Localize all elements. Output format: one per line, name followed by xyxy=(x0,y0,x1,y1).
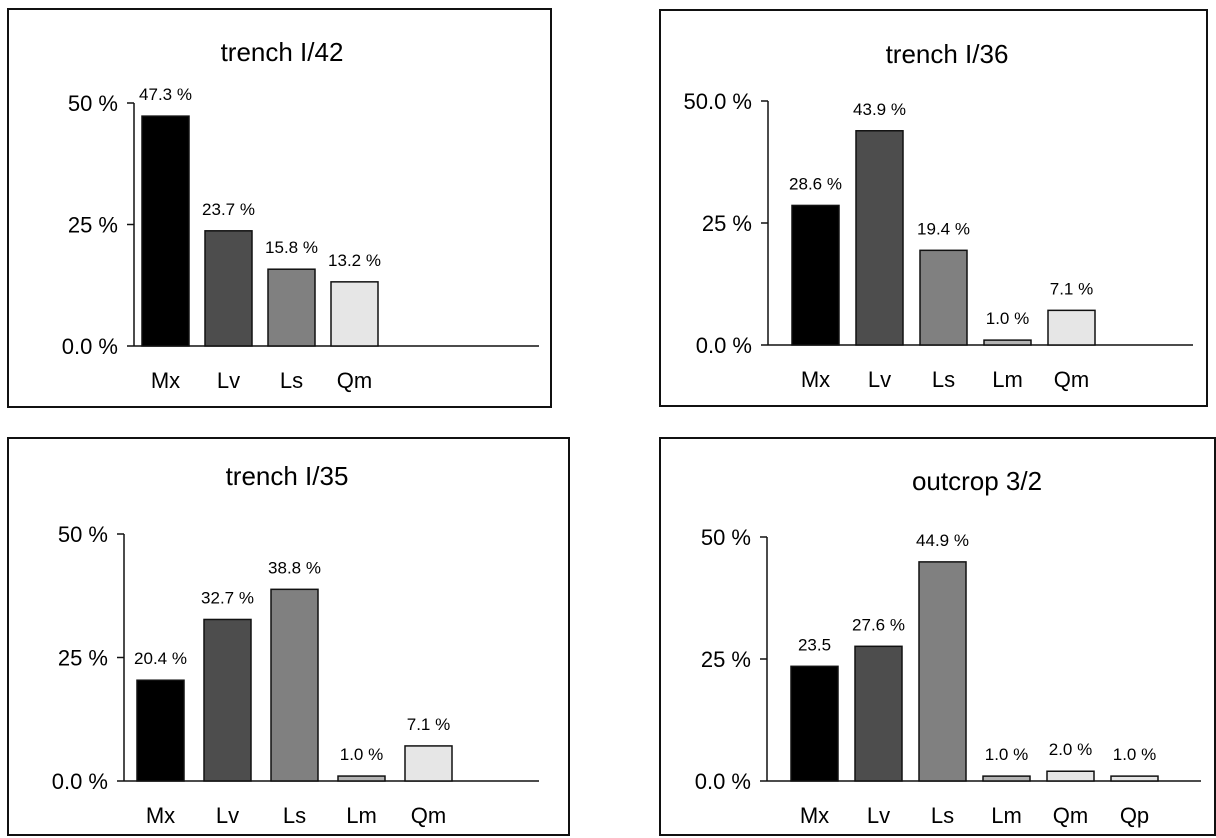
data-label: 32.7 % xyxy=(201,588,254,607)
x-category-label: Qp xyxy=(1120,803,1149,828)
bar xyxy=(330,281,379,347)
x-category-label: Ls xyxy=(280,368,303,393)
bar xyxy=(267,268,316,347)
x-category-label: Lm xyxy=(991,803,1022,828)
data-label: 44.9 % xyxy=(916,531,969,550)
bar-chart-trench-i42: trench I/42 0.0 % 25 % 50 % 47.3 % Mx 23.7 % L… xyxy=(62,37,539,393)
data-label: 1.0 % xyxy=(340,745,383,764)
bar xyxy=(983,339,1032,346)
x-category-label: Ls xyxy=(932,367,955,392)
bar xyxy=(204,230,253,347)
y-tick-label: 50 % xyxy=(701,525,751,550)
chart-panel-trench-i35: trench I/35 0.0 % 25 % 50 % 20.4 % Mx 32.7 % L… xyxy=(7,437,570,836)
bar xyxy=(404,745,453,782)
y-tick-label: 25 % xyxy=(702,211,752,236)
x-category-label: Lv xyxy=(868,367,891,392)
y-tick-label: 0.0 % xyxy=(52,769,108,794)
bar xyxy=(854,645,903,782)
y-tick-label: 50 % xyxy=(68,91,118,116)
bar xyxy=(791,204,840,346)
bar xyxy=(855,130,904,346)
y-tick-label: 0.0 % xyxy=(695,769,751,794)
x-category-label: Mx xyxy=(151,368,180,393)
data-label: 19.4 % xyxy=(917,219,970,238)
data-label: 23.7 % xyxy=(202,200,255,219)
y-tick-label: 25 % xyxy=(68,213,118,238)
bar-chart-trench-i35: trench I/35 0.0 % 25 % 50 % 20.4 % Mx 32.7 % L… xyxy=(52,461,539,828)
x-category-label: Ls xyxy=(931,803,954,828)
data-label: 28.6 % xyxy=(789,174,842,193)
x-category-label: Qm xyxy=(337,368,372,393)
bar xyxy=(141,115,190,347)
data-label: 1.0 % xyxy=(985,745,1028,764)
x-category-label: Lv xyxy=(867,803,890,828)
bar xyxy=(919,249,968,346)
x-category-label: Qm xyxy=(411,803,446,828)
bar xyxy=(790,665,839,782)
bar xyxy=(918,561,967,782)
data-label: 13.2 % xyxy=(328,251,381,270)
y-tick-label: 0.0 % xyxy=(696,333,752,358)
chart-title: trench I/42 xyxy=(221,37,344,67)
data-label: 2.0 % xyxy=(1049,740,1092,759)
bar-chart-outcrop-3-2: outcrop 3/2 0.0 % 25 % 50 % 23.5 Mx 27.6 % Lv 4… xyxy=(695,466,1201,828)
chart-panel-trench-i36: trench I/36 0.0 % 25 % 50.0 % 28.6 % Mx 43.9 … xyxy=(659,9,1208,407)
x-category-label: Mx xyxy=(800,803,829,828)
bar xyxy=(270,588,319,782)
data-label: 38.8 % xyxy=(268,558,321,577)
bar xyxy=(136,679,185,782)
bar-chart-trench-i36: trench I/36 0.0 % 25 % 50.0 % 28.6 % Mx 43.9 … xyxy=(684,39,1193,392)
y-tick-label: 50.0 % xyxy=(684,89,753,114)
bar xyxy=(1110,775,1159,782)
x-category-label: Lm xyxy=(346,803,377,828)
x-category-label: Mx xyxy=(146,803,175,828)
data-label: 1.0 % xyxy=(1113,745,1156,764)
x-category-label: Qm xyxy=(1054,367,1089,392)
chart-title: trench I/35 xyxy=(226,461,349,491)
chart-title: trench I/36 xyxy=(886,39,1009,69)
x-category-label: Lv xyxy=(216,803,239,828)
data-label: 7.1 % xyxy=(1050,279,1093,298)
bar xyxy=(982,775,1031,782)
data-label: 23.5 xyxy=(798,635,831,654)
y-tick-label: 25 % xyxy=(701,647,751,672)
data-label: 1.0 % xyxy=(986,309,1029,328)
x-category-label: Lm xyxy=(992,367,1023,392)
bar xyxy=(1047,309,1096,346)
data-label: 47.3 % xyxy=(139,85,192,104)
data-label: 7.1 % xyxy=(407,715,450,734)
y-tick-label: 50 % xyxy=(58,522,108,547)
chart-panel-trench-i42: trench I/42 0.0 % 25 % 50 % 47.3 % Mx 23.7 % L… xyxy=(7,8,552,408)
x-category-label: Ls xyxy=(283,803,306,828)
bar xyxy=(337,775,386,782)
y-tick-label: 25 % xyxy=(58,646,108,671)
data-label: 43.9 % xyxy=(853,100,906,119)
y-tick-label: 0.0 % xyxy=(62,334,118,359)
chart-title: outcrop 3/2 xyxy=(912,466,1042,496)
data-label: 27.6 % xyxy=(852,615,905,634)
x-category-label: Qm xyxy=(1053,803,1088,828)
bar xyxy=(1046,770,1095,782)
data-label: 20.4 % xyxy=(134,649,187,668)
x-category-label: Mx xyxy=(801,367,830,392)
bar xyxy=(203,618,252,782)
data-label: 15.8 % xyxy=(265,238,318,257)
chart-panel-outcrop-3-2: outcrop 3/2 0.0 % 25 % 50 % 23.5 Mx 27.6 % Lv 4… xyxy=(659,437,1216,836)
x-category-label: Lv xyxy=(217,368,240,393)
